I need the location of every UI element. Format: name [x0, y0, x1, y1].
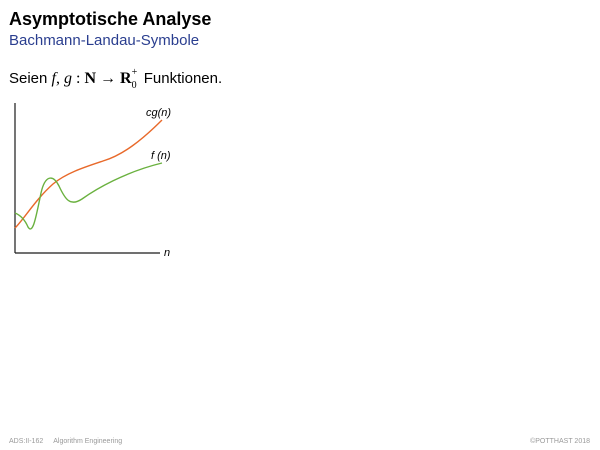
statement-prefix: Seien: [9, 70, 48, 87]
comma-symbol: ,: [56, 70, 60, 87]
x-axis-label: n: [164, 247, 170, 259]
domain-symbol: N: [84, 70, 97, 87]
function-f-symbol: f: [51, 70, 56, 87]
growth-sketch: cg(n) f (n) n: [14, 103, 171, 259]
codomain-indices: +0: [131, 67, 140, 91]
curve-cg: [14, 119, 163, 229]
slide-subtitle: Bachmann-Landau-Symbole: [9, 32, 200, 49]
function-g-symbol: g: [64, 70, 72, 87]
slide-id: ADS:II-162: [9, 438, 44, 445]
codomain-superscript: +: [131, 67, 138, 78]
statement-suffix: Funktionen.: [143, 70, 223, 87]
course-name: Algorithm Engineering: [53, 438, 123, 445]
f-label: f (n): [151, 150, 171, 162]
cg-label: cg(n): [146, 107, 171, 119]
curve-f: [14, 162, 163, 230]
slide-footer-left: ADS:II-162 Algorithm Engineering: [9, 437, 122, 446]
codomain-symbol: R: [120, 70, 132, 87]
arrow-symbol: →: [100, 70, 117, 87]
codomain-subscript: 0: [131, 80, 137, 91]
colon-symbol: :: [76, 70, 81, 87]
function-signature: f, g : N → R +0: [51, 67, 140, 91]
slide-footer-right: ©POTTHAST 2018: [530, 438, 590, 445]
function-statement: Seien f, g : N → R +0 Funktionen.: [9, 67, 223, 91]
slide-title: Asymptotische Analyse: [9, 9, 212, 29]
